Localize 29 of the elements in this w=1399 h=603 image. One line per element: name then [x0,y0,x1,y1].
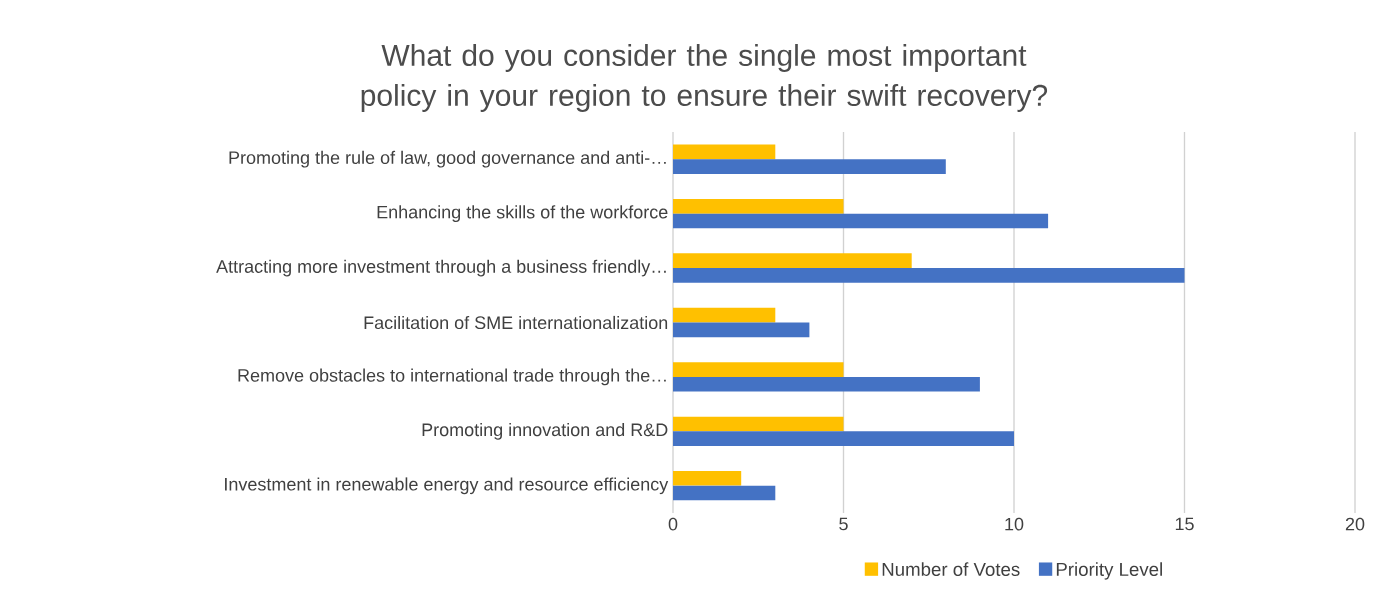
y-tick-label: Attracting more investment through a business friendly… [216,259,666,277]
legend-label: Number of Votes [882,562,1020,576]
bar [673,485,776,501]
bar [673,159,946,174]
bar [673,471,742,486]
x-tick-label: 5 [839,517,848,531]
bar [673,144,776,160]
legend-label: Priority Level [1056,562,1162,580]
y-tick-label: Promoting the rule of law, good governance and anti-… [229,150,666,168]
bar [673,416,844,432]
x-tick-label: 0 [668,517,678,531]
x-tick-label: 15 [1175,517,1194,531]
bar [673,322,810,338]
x-tick-label: 10 [1005,517,1024,531]
y-tick-label: Enhancing the skills of the workforce [377,205,668,223]
bar [673,213,1049,229]
bar [673,376,980,392]
y-tick-label: Promoting innovation and R&D [422,422,668,440]
chart-title: What do you consider the single most important policy in your region to ensure their swift recovery? [361,44,1048,112]
bar [673,253,912,269]
y-tick-label: Facilitation of SME internationalization [364,315,668,330]
bar [673,362,844,377]
bar [673,307,776,323]
y-tick-label: Remove obstacles to international trade through the… [238,368,666,386]
bar [673,198,844,214]
bar [673,431,1014,447]
y-tick-label: Investment in renewable energy and resource efficiency [225,477,669,495]
x-tick-label: 20 [1345,517,1365,531]
bar [673,268,1185,283]
